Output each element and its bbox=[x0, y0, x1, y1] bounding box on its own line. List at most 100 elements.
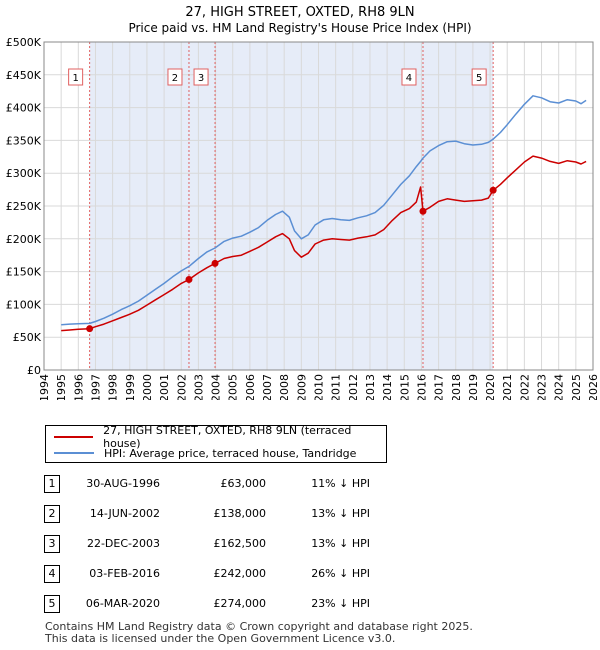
x-tick-label: 2021 bbox=[501, 374, 514, 400]
sale-label-text: 4 bbox=[406, 73, 412, 84]
x-tick-label: 2014 bbox=[381, 374, 394, 400]
x-tick-label: 2020 bbox=[484, 374, 497, 400]
x-tick-label: 2006 bbox=[244, 374, 257, 400]
sale-label-text: 3 bbox=[198, 73, 204, 84]
x-tick-label: 2005 bbox=[227, 374, 240, 400]
y-tick-label: £200K bbox=[6, 233, 42, 246]
y-tick-label: £400K bbox=[6, 102, 42, 115]
x-tick-label: 2022 bbox=[518, 374, 531, 400]
y-tick-label: £100K bbox=[6, 298, 42, 311]
x-tick-label: 2024 bbox=[553, 374, 566, 400]
sale-point bbox=[489, 186, 497, 194]
y-tick-label: £0 bbox=[27, 364, 41, 377]
x-tick-label: 2015 bbox=[398, 374, 411, 400]
price-chart: 27, HIGH STREET, OXTED, RH8 9LN Price pa… bbox=[6, 5, 600, 400]
y-tick-label: £50K bbox=[13, 331, 42, 344]
sale-price: £138,000 bbox=[213, 507, 267, 520]
x-tick-label: 2010 bbox=[313, 374, 326, 400]
sale-date: 22-DEC-2003 bbox=[86, 537, 160, 550]
sale-hpi-diff: 13% ↓ HPI bbox=[311, 507, 370, 520]
sale-number-badge: 3 bbox=[44, 535, 60, 553]
x-tick-label: 2007 bbox=[261, 374, 274, 400]
x-tick-label: 2008 bbox=[278, 374, 291, 400]
x-tick-label: 2025 bbox=[570, 374, 583, 400]
sale-number-badge: 5 bbox=[44, 595, 60, 613]
x-tick-label: 2009 bbox=[295, 374, 308, 400]
sale-date: 30-AUG-1996 bbox=[86, 477, 160, 490]
sale-point bbox=[211, 259, 219, 267]
sale-price: £63,000 bbox=[220, 477, 267, 490]
x-tick-label: 2012 bbox=[347, 374, 360, 400]
chart-legend: 27, HIGH STREET, OXTED, RH8 9LN (terrace… bbox=[45, 424, 387, 463]
chart-title: 27, HIGH STREET, OXTED, RH8 9LN bbox=[185, 5, 414, 20]
x-tick-label: 2001 bbox=[158, 374, 171, 400]
attribution-footer: Contains HM Land Registry data © Crown c… bbox=[45, 621, 473, 645]
x-tick-label: 2018 bbox=[450, 374, 463, 400]
sale-row: 5 06-MAR-2020 £274,000 23% ↓ HPI bbox=[0, 595, 600, 615]
legend-item-hpi: HPI: Average price, terraced house, Tand… bbox=[54, 446, 356, 460]
x-tick-label: 2013 bbox=[364, 374, 377, 400]
x-tick-label: 2023 bbox=[536, 374, 549, 400]
x-tick-label: 2017 bbox=[433, 374, 446, 400]
sale-row: 1 30-AUG-1996 £63,000 11% ↓ HPI bbox=[0, 475, 600, 495]
sale-price: £242,000 bbox=[213, 567, 267, 580]
x-tick-label: 2026 bbox=[587, 374, 600, 400]
sale-row: 2 14-JUN-2002 £138,000 13% ↓ HPI bbox=[0, 505, 600, 525]
sale-label-box bbox=[68, 68, 84, 86]
sale-price: £162,500 bbox=[213, 537, 267, 550]
x-tick-label: 1997 bbox=[89, 374, 102, 400]
sale-label-text: 1 bbox=[72, 73, 78, 84]
legend-swatch-hpi bbox=[54, 452, 94, 454]
sale-row: 3 22-DEC-2003 £162,500 13% ↓ HPI bbox=[0, 535, 600, 555]
chart-subtitle: Price paid vs. HM Land Registry's House … bbox=[128, 21, 471, 35]
y-tick-label: £150K bbox=[6, 266, 42, 279]
hpi-line bbox=[61, 95, 587, 326]
sale-date: 14-JUN-2002 bbox=[89, 507, 160, 520]
legend-item-price: 27, HIGH STREET, OXTED, RH8 9LN (terrace… bbox=[54, 424, 386, 450]
x-tick-label: 1995 bbox=[55, 374, 68, 400]
sale-hpi-diff: 11% ↓ HPI bbox=[311, 477, 370, 490]
x-tick-label: 2000 bbox=[141, 374, 154, 400]
sale-label-box bbox=[193, 68, 209, 86]
sale-point bbox=[419, 207, 427, 215]
x-tick-label: 2003 bbox=[192, 374, 205, 400]
sale-label-box bbox=[401, 68, 417, 86]
sale-label-box bbox=[471, 68, 487, 86]
x-tick-label: 1994 bbox=[38, 374, 51, 400]
footer-copyright: Contains HM Land Registry data © Crown c… bbox=[45, 620, 473, 633]
x-tick-label: 1998 bbox=[107, 374, 120, 400]
sale-hpi-diff: 13% ↓ HPI bbox=[311, 537, 370, 550]
x-tick-label: 2016 bbox=[415, 374, 428, 400]
legend-label-hpi: HPI: Average price, terraced house, Tand… bbox=[104, 446, 357, 460]
plot-border bbox=[43, 41, 594, 371]
y-tick-label: £500K bbox=[6, 36, 42, 49]
y-tick-label: £250K bbox=[6, 200, 42, 213]
x-tick-label: 2019 bbox=[467, 374, 480, 400]
sale-date: 06-MAR-2020 bbox=[85, 597, 160, 610]
price-paid-line bbox=[61, 155, 587, 332]
x-tick-label: 2004 bbox=[210, 374, 223, 400]
y-tick-label: £300K bbox=[6, 167, 42, 180]
x-tick-label: 1999 bbox=[124, 374, 137, 400]
y-tick-label: £450K bbox=[6, 69, 42, 82]
x-tick-label: 1996 bbox=[72, 374, 85, 400]
legend-swatch-price bbox=[54, 436, 94, 438]
sale-hpi-diff: 26% ↓ HPI bbox=[311, 567, 370, 580]
sale-label-text: 2 bbox=[172, 73, 178, 84]
sale-row: 4 03-FEB-2016 £242,000 26% ↓ HPI bbox=[0, 565, 600, 585]
legend-label-price: 27, HIGH STREET, OXTED, RH8 9LN (terrace… bbox=[103, 424, 352, 450]
sale-price: £274,000 bbox=[213, 597, 267, 610]
sale-number-badge: 4 bbox=[44, 565, 60, 583]
x-tick-label: 2002 bbox=[175, 374, 188, 400]
sale-point bbox=[86, 325, 94, 333]
sale-number-badge: 1 bbox=[44, 475, 60, 493]
sale-hpi-diff: 23% ↓ HPI bbox=[311, 597, 370, 610]
y-tick-label: £350K bbox=[6, 134, 42, 147]
sale-label-text: 5 bbox=[476, 73, 482, 84]
sale-point bbox=[185, 275, 193, 283]
x-tick-label: 2011 bbox=[330, 374, 343, 400]
sale-label-box bbox=[167, 68, 183, 86]
sale-date: 03-FEB-2016 bbox=[89, 567, 160, 580]
sale-number-badge: 2 bbox=[44, 505, 60, 523]
footer-license: This data is licensed under the Open Gov… bbox=[45, 632, 396, 645]
